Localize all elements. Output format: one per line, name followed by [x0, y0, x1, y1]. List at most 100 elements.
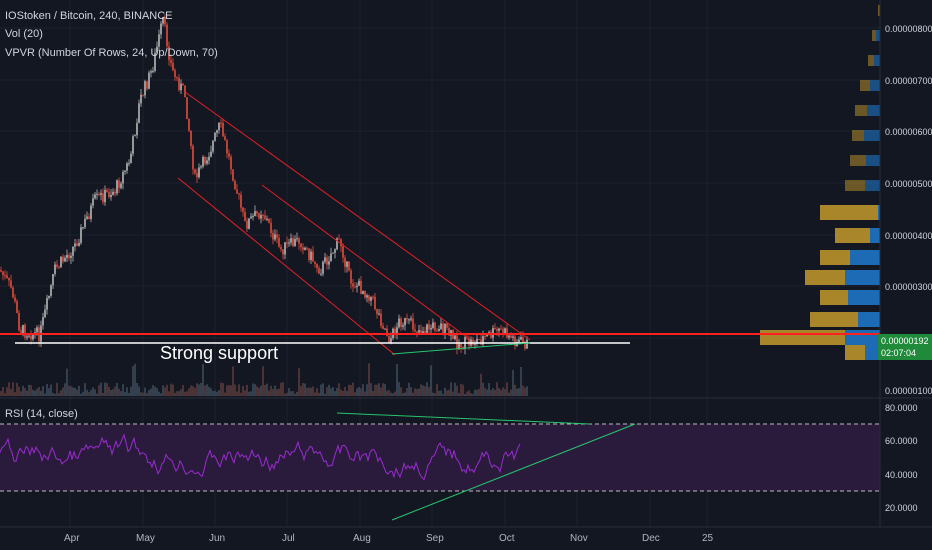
candle-body: [320, 273, 322, 275]
volume-bar: [372, 390, 374, 396]
volume-bar: [118, 388, 120, 396]
vpvr-up-bar: [866, 155, 880, 166]
candle-body: [262, 215, 264, 217]
candle-body: [12, 287, 14, 298]
volume-bar: [58, 393, 60, 396]
volume-bar: [92, 387, 94, 396]
volume-bar: [458, 393, 460, 396]
candle-body: [360, 280, 362, 294]
candle-body: [204, 157, 206, 164]
rsi-trend-lower[interactable]: [391, 423, 636, 521]
volume-bar: [350, 385, 352, 396]
time-tick: May: [136, 533, 155, 544]
candle-body: [50, 285, 52, 296]
channel-lines: [177, 91, 531, 356]
volume-bar: [206, 384, 208, 396]
volume-bar: [302, 383, 304, 396]
volume-bar: [106, 382, 108, 396]
candle-body: [152, 70, 154, 72]
volume-bar: [108, 386, 110, 396]
volume-bar: [30, 385, 32, 396]
volume-bar: [184, 391, 186, 396]
volume-bar: [376, 384, 378, 396]
volume-bar: [338, 383, 340, 396]
candle-body: [94, 194, 96, 199]
candle-body: [348, 261, 350, 271]
candle-body: [386, 328, 388, 337]
volume-bar: [152, 385, 154, 396]
vpvr-down-bar: [878, 5, 880, 16]
volume-bar: [136, 383, 138, 396]
volume-bar: [412, 392, 414, 396]
volume-bar: [520, 366, 522, 396]
volume-bar: [522, 385, 524, 396]
volume-bar: [96, 393, 98, 396]
volume-bar: [6, 387, 8, 396]
candle-body: [208, 156, 210, 161]
volume-bar: [478, 388, 480, 396]
candle-body: [54, 264, 56, 274]
candle-body: [60, 256, 62, 267]
candle-body: [522, 337, 524, 342]
candle-body: [280, 246, 282, 250]
volume-bar: [464, 393, 466, 396]
volume-bar: [142, 392, 144, 396]
volume-bar: [488, 383, 490, 396]
volume-bar: [114, 386, 116, 396]
volume-bar: [484, 387, 486, 396]
candle-body: [30, 335, 32, 340]
volume-bar: [272, 388, 274, 396]
volume-bar: [330, 388, 332, 396]
volume-bar: [362, 384, 364, 396]
volume-bar: [498, 388, 500, 396]
volume-bar: [508, 392, 510, 396]
candle-body: [228, 153, 230, 157]
candle-body: [498, 328, 500, 331]
volume-bar: [414, 388, 416, 396]
candle-body: [112, 191, 114, 195]
candle-body: [310, 251, 312, 261]
volume-bar: [456, 385, 458, 396]
candle-body: [194, 169, 196, 174]
candle-body: [234, 180, 236, 190]
candle-body: [156, 46, 158, 53]
candle-body: [46, 297, 48, 310]
candle-body: [64, 257, 66, 262]
candle-body: [374, 296, 376, 310]
volume-bar: [312, 386, 314, 396]
volume-bar: [390, 392, 392, 396]
candle-body: [218, 122, 220, 131]
candle-body: [28, 335, 30, 337]
channel-mid: [261, 184, 469, 339]
vpvr-down-bar: [868, 55, 874, 66]
candle-body: [220, 122, 222, 124]
candle-body: [146, 81, 148, 89]
volume-bar: [66, 368, 68, 396]
volume-bar: [196, 383, 198, 396]
candle-body: [190, 130, 192, 146]
candle-body: [18, 312, 20, 331]
candle-body: [104, 189, 106, 203]
candle-body: [238, 193, 240, 195]
volume-bar: [388, 389, 390, 396]
candle-body: [428, 324, 430, 330]
vpvr-up-bar: [845, 270, 880, 285]
vpvr-up-bar: [876, 30, 880, 41]
volume-bar: [268, 390, 270, 396]
candle-body: [174, 70, 176, 78]
volume-bar: [154, 386, 156, 396]
time-tick: Sep: [426, 533, 444, 544]
volume-bar: [242, 385, 244, 396]
volume-bar: [334, 391, 336, 396]
candle-body: [298, 238, 300, 244]
volume-bar: [72, 387, 74, 396]
rsi-trend-upper[interactable]: [336, 412, 591, 425]
volume-bar: [190, 385, 192, 396]
candle-body: [292, 238, 294, 246]
candle-body: [478, 338, 480, 340]
triangle-lower[interactable]: [391, 342, 531, 355]
volume-bar: [360, 388, 362, 396]
candle-body: [256, 211, 258, 214]
candle-body: [70, 255, 72, 258]
